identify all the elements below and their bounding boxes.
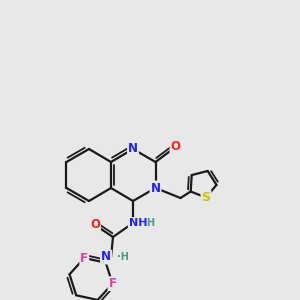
Text: O: O: [170, 140, 181, 154]
Text: S: S: [202, 191, 211, 204]
Text: N: N: [101, 250, 111, 263]
Text: N: N: [151, 182, 160, 194]
Text: NH: NH: [129, 218, 147, 228]
Text: N: N: [128, 142, 138, 155]
Text: H: H: [146, 218, 154, 228]
Text: F: F: [80, 251, 88, 265]
Text: ·H: ·H: [117, 252, 129, 262]
Text: O: O: [90, 218, 100, 232]
Text: F: F: [109, 277, 116, 290]
